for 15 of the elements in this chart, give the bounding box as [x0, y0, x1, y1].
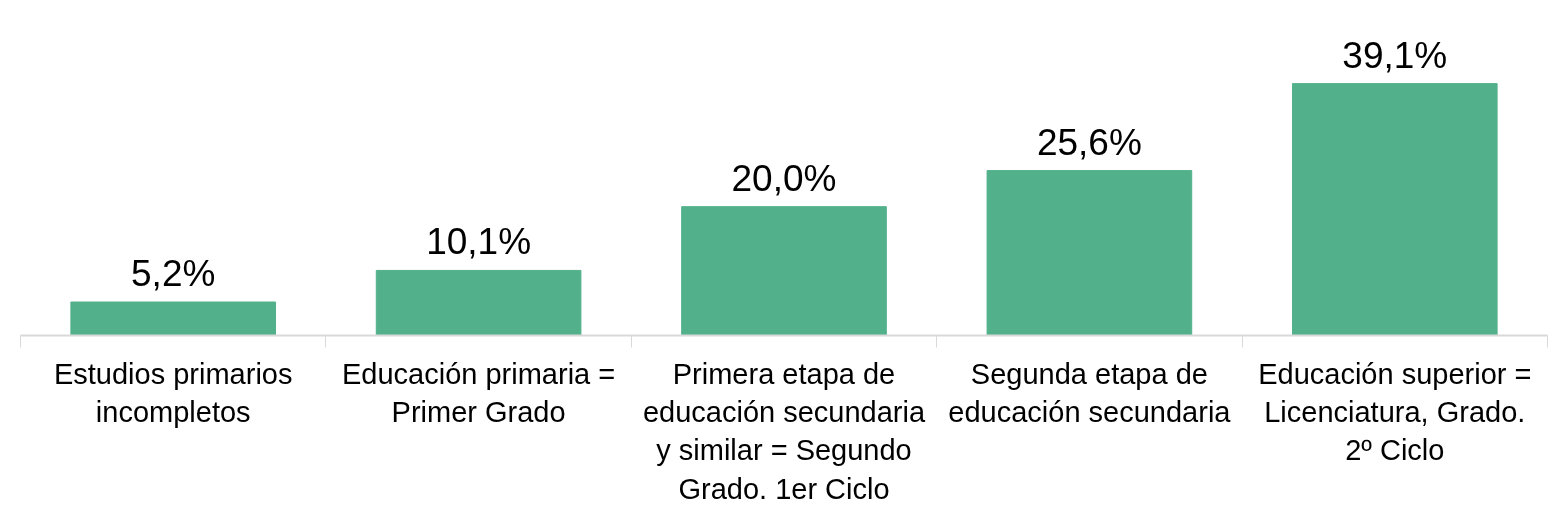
bar: [375, 269, 582, 336]
data-label: 5,2%: [131, 253, 216, 294]
data-label: 25,6%: [1036, 121, 1142, 163]
x-tick-label: Primera etapa de educación secundaria y similar = Segundo Grado. 1er Ciclo: [642, 357, 926, 505]
x-tick-label: Segunda etapa de educación secundaria: [948, 357, 1232, 428]
bar: [70, 301, 277, 336]
data-label: 10,1%: [426, 221, 532, 263]
x-tick-label: Estudios primarios incompletos: [53, 357, 293, 428]
x-tick-label: Educación superior = Licenciatura, Grado. 2º Ciclo: [1258, 357, 1532, 467]
bar: [681, 206, 887, 336]
bar: [1291, 83, 1498, 336]
x-tick-label: Educación primaria = Primer Grado: [341, 357, 616, 428]
data-label: 20,0%: [731, 157, 837, 199]
bar: [986, 170, 1193, 336]
data-label: 39,1%: [1342, 34, 1448, 76]
